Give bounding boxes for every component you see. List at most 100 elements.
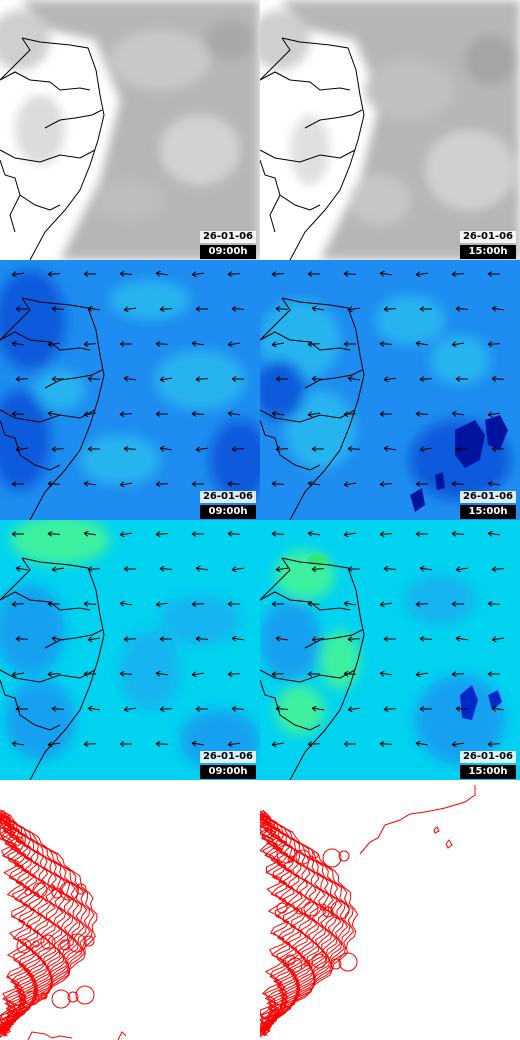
contour-line <box>0 816 31 1038</box>
arrow-icon <box>83 600 97 607</box>
arrow-icon <box>307 341 321 348</box>
contour-ring <box>51 887 63 899</box>
arrow-icon <box>11 740 25 747</box>
arrow-icon <box>123 445 137 452</box>
arrow-icon <box>491 636 505 643</box>
arrow-icon <box>87 305 101 312</box>
contour-map-0900 <box>0 780 260 1040</box>
arrow-icon <box>11 481 24 487</box>
arrow-icon <box>491 566 505 573</box>
arrow-icon <box>51 446 65 453</box>
arrow-icon <box>195 635 209 642</box>
arrow-icon <box>455 376 468 382</box>
arrow-icon <box>15 635 29 642</box>
contour-ring <box>16 938 32 954</box>
arrow-icon <box>195 306 208 312</box>
arrow-icon <box>275 705 289 712</box>
arrow-icon <box>83 741 97 748</box>
arrow-icon <box>231 705 245 712</box>
arrow-icon <box>307 480 321 487</box>
contour-ring <box>330 900 350 920</box>
arrow-icon <box>271 271 285 278</box>
arrow-icon <box>227 601 240 607</box>
contour-line <box>260 812 331 1034</box>
arrow-icon <box>119 270 133 277</box>
contour-panel-0900 <box>0 780 260 1040</box>
contour-map-1500 <box>260 780 520 1040</box>
wind-map-b-0900 <box>0 520 260 780</box>
contour-ring <box>303 959 311 967</box>
arrow-icon <box>451 271 465 278</box>
arrow-icon <box>455 566 469 573</box>
arrow-icon <box>271 341 285 348</box>
arrow-icon <box>119 411 133 418</box>
arrow-icon <box>379 270 393 277</box>
arrow-icon <box>383 306 397 313</box>
arrow-icon <box>487 671 500 677</box>
arrow-icon <box>195 706 208 712</box>
arrow-icon <box>159 376 173 383</box>
time-label: 15:00h <box>460 245 516 259</box>
arrow-icon <box>87 375 101 382</box>
arrow-icon <box>83 411 97 418</box>
arrow-icon <box>343 481 357 488</box>
contour-ring <box>311 851 319 859</box>
contour-line <box>0 816 33 1038</box>
arrow-icon <box>347 636 361 643</box>
arrow-icon <box>415 601 429 608</box>
arrow-icon <box>51 705 65 712</box>
contour-ring <box>67 991 79 1003</box>
contour-ring <box>322 848 342 868</box>
cloud-map-0900 <box>0 0 260 260</box>
arrow-icon <box>455 446 469 453</box>
contour-ring <box>48 884 56 892</box>
arrow-icon <box>159 565 173 572</box>
arrow-icon <box>379 411 392 417</box>
arrow-icon <box>415 340 429 347</box>
arrow-icon <box>347 706 361 713</box>
arrow-icon <box>51 376 64 382</box>
wind-map-a-1500 <box>260 260 520 520</box>
contour-ring <box>67 933 87 953</box>
arrow-icon <box>231 446 245 453</box>
arrow-icon <box>15 565 29 572</box>
arrow-icon <box>87 566 101 573</box>
arrow-icon <box>275 305 289 312</box>
contour-ring <box>51 989 71 1009</box>
arrow-icon <box>231 305 245 312</box>
arrow-icon <box>415 740 429 747</box>
arrow-icon <box>419 565 433 572</box>
wind-map-b-1500 <box>260 520 520 780</box>
arrow-icon <box>51 305 65 312</box>
arrow-icon <box>155 670 169 677</box>
contour-ring <box>59 881 79 901</box>
arrow-icon <box>11 270 245 488</box>
arrow-icon <box>191 481 204 487</box>
arrow-icon <box>307 271 320 277</box>
arrow-icon <box>227 410 241 417</box>
arrow-icon <box>347 445 361 452</box>
arrow-icon <box>415 531 428 537</box>
arrow-icon <box>227 741 241 748</box>
arrow-icon <box>311 375 325 382</box>
arrow-icon <box>15 706 28 712</box>
arrow-icon <box>419 376 433 383</box>
contour-ring <box>59 939 71 951</box>
arrow-icon <box>123 306 137 313</box>
arrow-icon <box>47 271 61 278</box>
arrow-icon <box>155 601 169 608</box>
contour-line <box>1 810 88 1032</box>
arrow-icon <box>343 531 357 538</box>
arrow-icon <box>123 636 137 643</box>
arrow-icon <box>271 270 505 488</box>
arrow-icon <box>271 410 285 417</box>
arrow-icon <box>123 375 137 382</box>
arrow-icon <box>491 705 505 712</box>
arrow-icon <box>451 410 465 417</box>
arrow-icon <box>343 411 357 418</box>
arrow-icon <box>271 530 285 537</box>
timestamp-badge: 26-01-06 09:00h <box>200 491 256 519</box>
arrow-icon <box>451 671 465 678</box>
arrow-icon <box>159 306 173 313</box>
